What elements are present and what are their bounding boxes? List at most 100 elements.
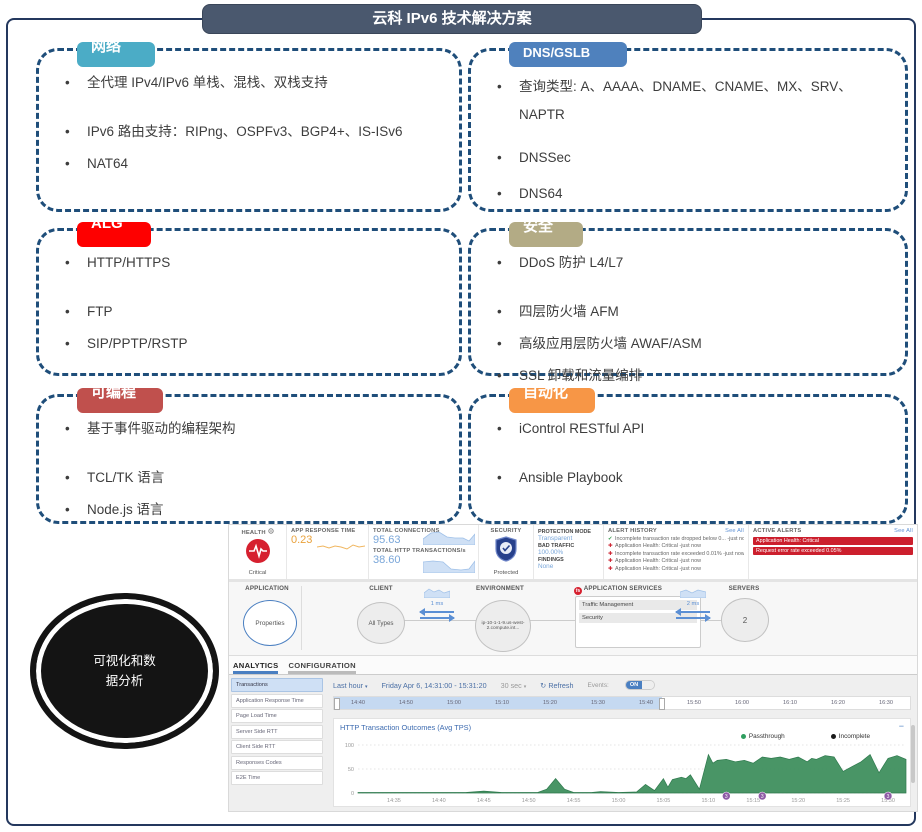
client-node[interactable]: All Types (357, 602, 405, 644)
active-alerts-list: Application Health: Critical Request erro… (753, 536, 913, 555)
svg-text:3: 3 (761, 794, 764, 800)
events-toggle[interactable]: ON (624, 680, 656, 690)
box-label-dns-gslb: DNS/GSLB (509, 42, 627, 67)
alert-status-icon: ✚ (608, 558, 613, 565)
sidebar-item[interactable]: E2E Time (231, 771, 323, 785)
arrow-left-icon (675, 608, 710, 616)
active-alerts: ACTIVE ALERTS See All Application Health… (753, 528, 913, 555)
timeline-tick: 14:40 (351, 700, 365, 706)
connections-value: 95.63 (373, 534, 401, 546)
alert-history-see-all-link[interactable]: See All (725, 528, 744, 534)
sidebar-item[interactable]: Application Response Time (231, 693, 323, 708)
tab[interactable]: CONFIGURATION (288, 656, 356, 674)
latency-sparkline (423, 588, 451, 599)
svg-text:100: 100 (345, 743, 354, 749)
bullet-item: 全代理 IPv4/IPv6 单栈、混栈、双栈支持 (39, 73, 441, 94)
feature-box-programmable: 可编程 基于事件驱动的编程架构 TCL/TK 语言 Node.js 语言 (36, 388, 462, 524)
timeline-tick: 15:20 (543, 700, 557, 706)
application-services-box[interactable]: Traffic Management Security (575, 596, 701, 648)
bullet-item: 四层防火墙 AFM (471, 302, 887, 323)
timeline-selection[interactable] (334, 697, 663, 709)
bad-traffic-value: 100.00% (538, 549, 564, 556)
interval-select[interactable]: 30 sec ▾ (500, 680, 527, 690)
svg-text:14:45: 14:45 (477, 798, 491, 804)
security-summary: SECURITY Protected (479, 525, 534, 579)
f5-logo-icon: f5 (574, 587, 582, 595)
sidebar-item[interactable]: Transactions (231, 678, 323, 692)
gear-icon[interactable] (267, 528, 274, 536)
timeline-handle-right[interactable] (659, 698, 666, 710)
service-row-traffic-management[interactable]: Traffic Management (579, 600, 697, 610)
timeline-tick: 15:10 (495, 700, 509, 706)
alert-status-icon: ✔ (608, 535, 613, 542)
analytics-dashboard: HEALTH Critical APP RESPONSE TIME 0.23 T… (228, 524, 918, 812)
bullet-item: DNSSec (471, 144, 887, 173)
feature-box-network: 网络 全代理 IPv4/IPv6 单栈、混栈、双栈支持 IPv6 路由支持：RI… (36, 42, 462, 212)
environment-node[interactable]: ip-10-1-1-9.us-west-2.compute.int... (475, 600, 531, 652)
analytics-tabs: ANALYTICS CONFIGURATION (229, 656, 917, 675)
bullet-item: Ansible Playbook (471, 468, 887, 489)
chart-title: HTTP Transaction Outcomes (Avg TPS) (340, 723, 472, 732)
box-label-automation: 自动化 (509, 388, 595, 413)
alert-history-item: ✚ Application Health: Critical -just now (608, 565, 701, 572)
tps-chart[interactable]: 0 50 100 14:35 14:40 14:45 14:50 14:55 15:00 15:0… (334, 741, 912, 807)
box-label-network: 网络 (77, 42, 155, 67)
events-label: Events: (587, 681, 609, 689)
active-alerts-see-all-link[interactable]: See All (894, 528, 913, 534)
servers-node[interactable]: 2 (721, 598, 769, 642)
alert-history-item: ✔ Incomplete transaction rate dropped bel… (608, 535, 744, 542)
arrow-right-icon (420, 614, 455, 622)
svg-text:3: 3 (725, 794, 728, 800)
refresh-button[interactable]: ↻ Refresh (540, 680, 574, 690)
active-alert-badge: Application Health: Critical (753, 536, 913, 545)
analytics-toolbar: Last hour ▾ Friday Apr 6, 14:31:00 - 15:… (333, 677, 913, 693)
service-row-security[interactable]: Security (579, 613, 697, 623)
legend-dot-icon (740, 734, 746, 739)
health-status: Critical (248, 570, 267, 576)
services-servers-link: 2 ms (673, 586, 713, 623)
timeline-tick: 16:00 (735, 700, 749, 706)
bullet-item: IPv6 路由支持：RIPng、OSPFv3、BGP4+、IS-ISv6 (39, 122, 441, 143)
protection-mode-value: Transparent (538, 535, 573, 542)
bullet-item: Node.js 语言 (39, 500, 441, 521)
bullet-item: SSL 卸载和流量编排 (471, 366, 887, 387)
box-label-alg: ALG (77, 222, 151, 247)
active-alert-badge: Request error rate exceeded 0.05% (753, 547, 913, 555)
alert-status-icon: ✚ (608, 565, 613, 572)
arrow-right-icon (676, 614, 711, 622)
svg-text:3: 3 (887, 794, 890, 800)
application-properties-node[interactable]: Properties (243, 600, 297, 646)
collapse-icon[interactable]: − (898, 721, 904, 731)
svg-text:15:15: 15:15 (746, 798, 760, 804)
feature-box-automation: 自动化 iControl RESTful API Ansible Playboo… (468, 388, 908, 524)
latency-value: 2 ms (686, 601, 700, 607)
svg-text:15:10: 15:10 (701, 798, 715, 804)
time-range-select[interactable]: Last hour ▾ (333, 680, 368, 690)
timeline-strip[interactable]: 14:40 14:50 15:00 15:10 15:20 15:30 15:40 15:50… (333, 696, 911, 710)
vertical-scrollbar[interactable] (911, 725, 915, 783)
alert-status-icon: ✚ (608, 543, 613, 550)
health-bar: HEALTH Critical APP RESPONSE TIME 0.23 T… (229, 525, 917, 582)
timeline-handle-left[interactable] (334, 698, 340, 710)
transactions-value: 38.60 (373, 554, 401, 566)
sidebar-item[interactable]: Responses Codes (231, 755, 323, 770)
transactions-sparkline (423, 560, 475, 573)
svg-text:15:30: 15:30 (881, 798, 895, 804)
response-sparkline (317, 544, 365, 550)
health-summary: HEALTH Critical (229, 525, 287, 579)
shield-check-icon (483, 536, 529, 564)
app-response-time: APP RESPONSE TIME 0.23 (287, 525, 369, 579)
bullet-item: TCL/TK 语言 (39, 468, 441, 489)
tab[interactable]: ANALYTICS (233, 656, 279, 674)
bullet-item: 高级应用层防火墙 AWAF/ASM (471, 334, 887, 355)
legend-item: Incomplete (830, 733, 870, 740)
client-environment-link: 1 ms (417, 586, 457, 623)
bullet-item: NAT64 (39, 154, 441, 175)
sidebar-item[interactable]: Server Side RTT (231, 724, 323, 739)
svg-text:0: 0 (351, 791, 354, 797)
bullet-item: HTTP/HTTPS (39, 253, 441, 274)
sidebar-item[interactable]: Page Load Time (231, 709, 323, 723)
sidebar-item[interactable]: Client Side RTT (231, 740, 323, 754)
chart-legend: Passthrough Incomplete (740, 733, 870, 740)
timeline-tick: 16:20 (831, 700, 845, 706)
